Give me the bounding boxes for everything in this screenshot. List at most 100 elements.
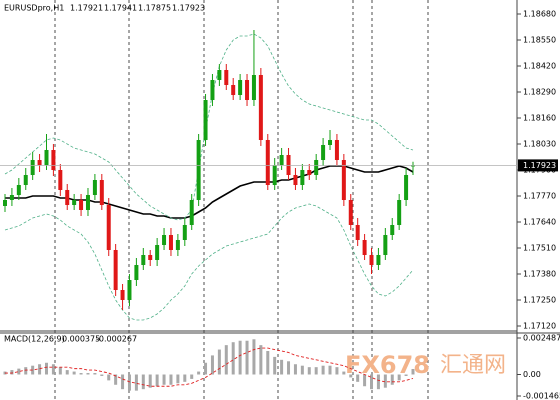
macd-bar: [183, 374, 187, 382]
macd-bar: [252, 339, 256, 375]
chart-title: EURUSDpro,H1: [4, 4, 64, 13]
y-tick-label: 1.18680: [523, 10, 556, 19]
macd-bar: [148, 374, 152, 388]
candle-body: [238, 80, 243, 95]
y-tick-label: 1.17640: [523, 218, 556, 227]
y-tick-label: 1.18420: [523, 62, 556, 71]
candle-body: [113, 250, 118, 290]
macd-bar: [93, 373, 97, 375]
macd-bar: [376, 374, 380, 390]
candle-body: [376, 255, 381, 265]
macd-bar: [411, 368, 415, 375]
candle-body: [411, 165, 415, 167]
macd-bar: [356, 374, 360, 382]
candle-body: [30, 160, 35, 175]
macd-bar: [217, 349, 221, 375]
macd-bar: [17, 368, 21, 375]
macd-bar: [190, 374, 194, 379]
macd-bar: [134, 374, 138, 391]
macd-bar: [141, 374, 145, 390]
candle-body: [210, 80, 215, 100]
candle-body: [65, 190, 70, 205]
macd-bar: [127, 374, 131, 391]
last-price-label: 1.17923: [523, 161, 556, 170]
candle-body: [272, 165, 277, 185]
candle-body: [390, 225, 395, 235]
macd-bar: [107, 374, 111, 381]
macd-bar: [204, 362, 208, 375]
macd-bar: [114, 374, 118, 385]
candle-body: [79, 200, 84, 210]
candle-body: [265, 140, 270, 185]
candle-body: [334, 140, 339, 160]
macd-bar: [245, 340, 249, 375]
macd-bar: [300, 365, 304, 375]
macd-bar: [162, 374, 166, 385]
candle-body: [51, 150, 56, 170]
y-tick-label: 1.17380: [523, 270, 556, 279]
macd-bar: [259, 345, 263, 375]
header-high: 1.17941: [104, 4, 137, 13]
macd-bar: [307, 367, 311, 375]
watermark: 汇通网: [440, 353, 506, 378]
candle-body: [106, 205, 111, 250]
candle-body: [279, 155, 284, 165]
candle-body: [155, 245, 160, 260]
y-tick-label: 0.00: [523, 370, 541, 379]
candle-body: [397, 200, 402, 225]
y-tick-label: -0.001465: [523, 392, 560, 400]
macd-bar: [335, 367, 339, 375]
y-tick-label: 1.17250: [523, 296, 556, 305]
watermark: FX678: [345, 351, 430, 379]
candle-body: [300, 170, 305, 185]
macd-bar: [65, 370, 69, 375]
candle-body: [355, 225, 360, 240]
macd-bar: [231, 342, 235, 375]
y-tick-label: 1.18290: [523, 88, 556, 97]
candle-body: [16, 185, 21, 195]
y-tick-label: 1.18550: [523, 36, 556, 45]
candle-body: [362, 240, 367, 255]
y-tick-label: 0.002487: [523, 334, 560, 343]
macd-bar: [314, 367, 318, 375]
last-price-box: [518, 159, 558, 172]
y-tick-label: 1.18160: [523, 114, 556, 123]
candle-body: [182, 225, 187, 240]
candle-body: [99, 180, 104, 205]
macd-value: 0.000375: [62, 335, 100, 344]
candle-body: [148, 255, 153, 260]
macd-bar: [121, 374, 125, 390]
macd-bar: [10, 370, 14, 375]
candle-body: [168, 235, 173, 250]
macd-bar: [38, 364, 42, 375]
candle-body: [37, 160, 42, 165]
candle-body: [245, 80, 250, 100]
header-close: 1.17923: [172, 4, 205, 13]
macd-bar: [155, 374, 159, 387]
macd-bar: [273, 356, 277, 375]
macd-bar: [342, 371, 346, 375]
macd-bar: [86, 373, 90, 375]
candle-body: [175, 240, 180, 250]
macd-bar: [44, 362, 48, 375]
macd-bar: [72, 371, 76, 375]
candle-body: [314, 160, 319, 175]
macd-bar: [266, 351, 270, 375]
candle-body: [134, 265, 139, 280]
candle-body: [224, 70, 229, 85]
candle-body: [383, 235, 388, 255]
candle-body: [58, 170, 63, 190]
candle-body: [203, 100, 208, 140]
candle-body: [3, 200, 7, 206]
macd-bar: [349, 374, 353, 378]
candle-body: [196, 140, 201, 200]
macd-bar: [224, 345, 228, 375]
macd-bar: [363, 374, 367, 387]
macd-bar: [169, 374, 173, 385]
candle-body: [217, 70, 222, 80]
macd-bar: [321, 365, 325, 375]
macd-bar: [404, 374, 408, 376]
macd-bar: [210, 355, 214, 375]
candle-body: [348, 200, 353, 225]
